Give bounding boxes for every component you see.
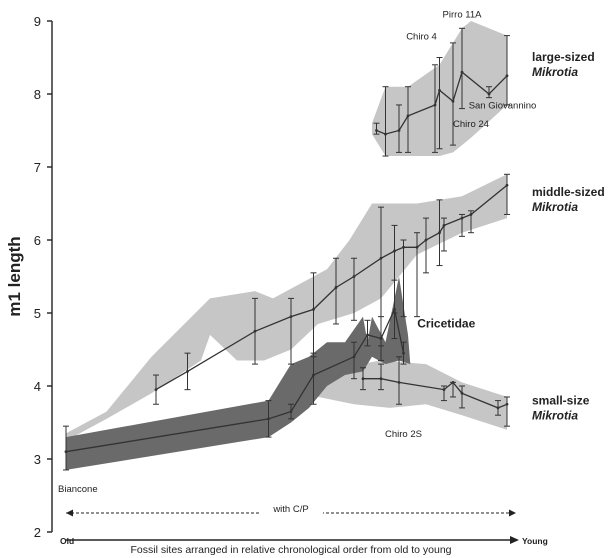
group-label-1-line1: middle-sized: [532, 185, 605, 199]
data-point: [312, 373, 315, 377]
series-layer: [63, 27, 510, 471]
band-1: [66, 174, 507, 441]
x-axis: Old Young with C/P: [60, 504, 548, 546]
y-tick-label: 7: [34, 160, 41, 175]
data-point: [438, 88, 441, 92]
series-line: [363, 378, 508, 409]
data-point: [334, 286, 338, 289]
y-tick-label: 3: [34, 452, 41, 467]
data-point: [312, 307, 315, 311]
series-0: [373, 27, 510, 157]
data-point: [469, 213, 473, 216]
data-point: [397, 380, 401, 384]
y-tick-label: 4: [34, 379, 41, 394]
data-point: [451, 380, 455, 384]
y-tick-label: 5: [34, 306, 41, 321]
data-point: [64, 450, 68, 454]
band-2: [318, 360, 507, 430]
period-label-bg: [259, 506, 323, 518]
site-label: Chiro 4: [406, 31, 437, 42]
group-label-1-line2: Mikrotia: [532, 200, 578, 214]
data-point: [379, 377, 383, 381]
data-point: [505, 183, 509, 187]
y-tick-label: 9: [34, 14, 41, 29]
data-point: [460, 216, 464, 220]
data-point: [379, 256, 383, 260]
site-label: San Giovannino: [469, 101, 537, 112]
data-point: [505, 74, 509, 78]
series-1: [153, 173, 510, 405]
y-axis: 2 3 4 5 6 7 8 9: [34, 14, 53, 540]
data-point: [253, 329, 257, 333]
group-label-0-line2: Mikrotia: [532, 65, 578, 79]
group-label-3-line1: Cricetidae: [417, 317, 475, 331]
y-tick-label: 6: [34, 233, 41, 248]
data-point: [505, 402, 509, 406]
site-label: Chiro 2S: [385, 429, 422, 440]
data-point: [415, 245, 419, 249]
data-point: [438, 231, 441, 235]
data-point: [352, 355, 356, 359]
period-bracket-left-arrow: [66, 509, 73, 517]
group-bands: [66, 21, 507, 470]
period-bracket-right-arrow: [509, 509, 516, 517]
series-3: [63, 279, 407, 471]
data-point: [393, 249, 396, 253]
data-point: [406, 114, 410, 118]
site-labels: Biancone Chiro 4 Pirro 11A Chiro 24 San Giov…: [58, 9, 536, 495]
group-label-2-line1: small-size: [532, 393, 590, 407]
data-point: [424, 238, 428, 242]
x-axis-title: Fossil sites arranged in relative chrono…: [131, 544, 452, 556]
series-2: [360, 356, 510, 427]
x-axis-old-label: Old: [60, 536, 74, 546]
data-point: [402, 245, 405, 249]
data-point: [267, 417, 270, 421]
group-label-2-line2: Mikrotia: [532, 408, 578, 422]
data-point: [366, 333, 369, 337]
data-point: [397, 129, 401, 132]
data-point: [289, 410, 293, 413]
period-label: with C/P: [272, 504, 308, 515]
data-point: [402, 351, 405, 355]
site-label: Biancone: [58, 484, 98, 495]
band-3: [66, 276, 411, 470]
data-point: [393, 307, 396, 311]
data-point: [289, 315, 293, 319]
data-point: [154, 388, 158, 392]
group-label-0-line1: large-sized: [532, 50, 595, 64]
data-point: [460, 70, 464, 74]
data-point: [487, 92, 491, 96]
data-point: [433, 103, 437, 107]
site-label: Chiro 24: [453, 119, 489, 130]
site-label: Pirro 11A: [443, 9, 483, 20]
y-tick-label: 2: [34, 525, 41, 540]
group-labels: large-sizedMikrotiamiddle-sizedMikrotias…: [417, 50, 604, 422]
data-point: [442, 224, 446, 227]
data-point: [460, 391, 464, 395]
data-point: [379, 337, 383, 340]
data-point: [361, 377, 365, 381]
data-point: [384, 132, 387, 136]
data-point: [451, 99, 455, 103]
data-point: [442, 388, 446, 392]
x-axis-arrowhead: [510, 536, 519, 544]
y-tick-label: 8: [34, 87, 41, 102]
data-point: [186, 370, 189, 373]
data-point: [352, 275, 356, 278]
series-line: [376, 70, 508, 135]
data-point: [496, 406, 500, 410]
x-axis-young-label: Young: [522, 536, 548, 546]
data-point: [375, 129, 378, 132]
y-axis-title: m1 length: [5, 236, 24, 316]
